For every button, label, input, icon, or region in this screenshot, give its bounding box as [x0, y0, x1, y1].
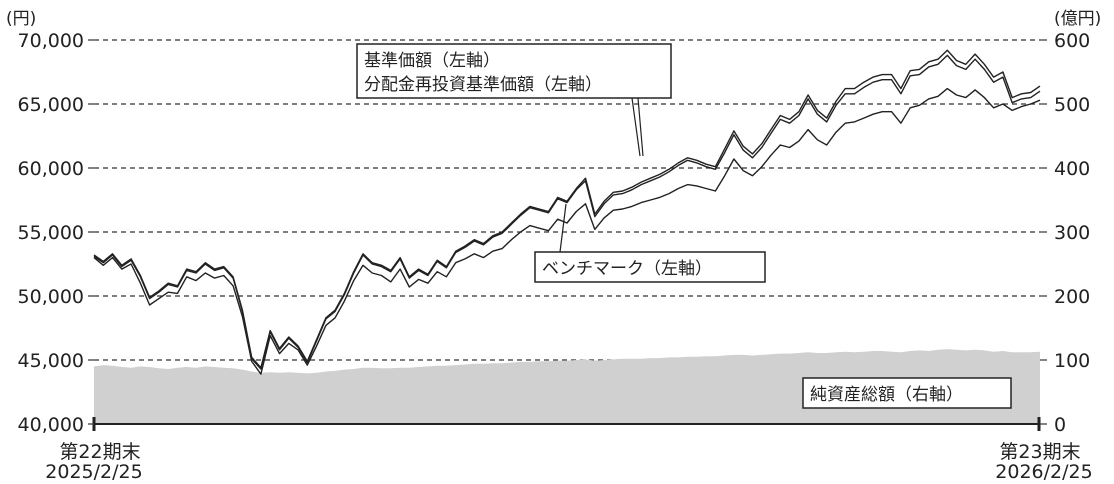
net-assets-annotation: 純資産総額（右軸） [802, 377, 1012, 409]
reinvested-nav-line [93, 49, 1041, 369]
left-tick-label: 70,000 [18, 30, 84, 52]
reinvested-nav-label: 分配金再投資基準価額（左軸） [364, 75, 602, 95]
left-axis-ticks: 70,000 65,000 60,000 55,000 50,000 45,000 40,0… [18, 30, 94, 436]
left-tick-label: 55,000 [18, 222, 84, 244]
nav-leader-line-2 [637, 97, 644, 157]
benchmark-leader-line [559, 203, 567, 253]
nav-label: 基準価額（左軸） [364, 51, 500, 71]
benchmark-annotation: ベンチマーク（左軸） [534, 203, 766, 283]
right-tick-label: 100 [1054, 350, 1090, 372]
right-axis-ticks: 600 500 400 300 200 100 0 [1040, 30, 1090, 436]
right-tick-label: 0 [1054, 414, 1066, 436]
right-tick-label: 300 [1054, 222, 1090, 244]
series-lines-layer [93, 49, 1041, 375]
right-tick-label: 600 [1054, 30, 1090, 52]
left-tick-label: 60,000 [18, 158, 84, 180]
nav-leader-line-1 [631, 97, 641, 157]
right-tick-label: 500 [1054, 94, 1090, 116]
benchmark-annotation-box [534, 251, 766, 283]
x-label-start-date: 2025/2/25 [45, 461, 142, 483]
nav-line [93, 54, 1041, 370]
right-axis-unit: (億円) [1054, 9, 1101, 29]
left-tick-label: 45,000 [18, 350, 84, 372]
x-label-end-date: 2026/2/25 [995, 461, 1092, 483]
left-tick-label: 50,000 [18, 286, 84, 308]
right-tick-label: 400 [1054, 158, 1090, 180]
right-tick-label: 200 [1054, 286, 1090, 308]
x-label-end-period: 第23期末 [999, 441, 1080, 463]
benchmark-label: ベンチマーク（左軸） [542, 259, 712, 279]
left-tick-label: 65,000 [18, 94, 84, 116]
nav-annotation-box [356, 43, 672, 99]
x-label-start-period: 第22期末 [59, 441, 140, 463]
nav-annotation: 基準価額（左軸） 分配金再投資基準価額（左軸） [356, 43, 672, 157]
left-axis-unit: (円) [6, 9, 36, 29]
net-assets-label: 純資産総額（右軸） [810, 385, 963, 405]
net-assets-annotation-box [802, 377, 1012, 409]
left-tick-label: 40,000 [18, 414, 84, 436]
benchmark-line [93, 87, 1041, 375]
